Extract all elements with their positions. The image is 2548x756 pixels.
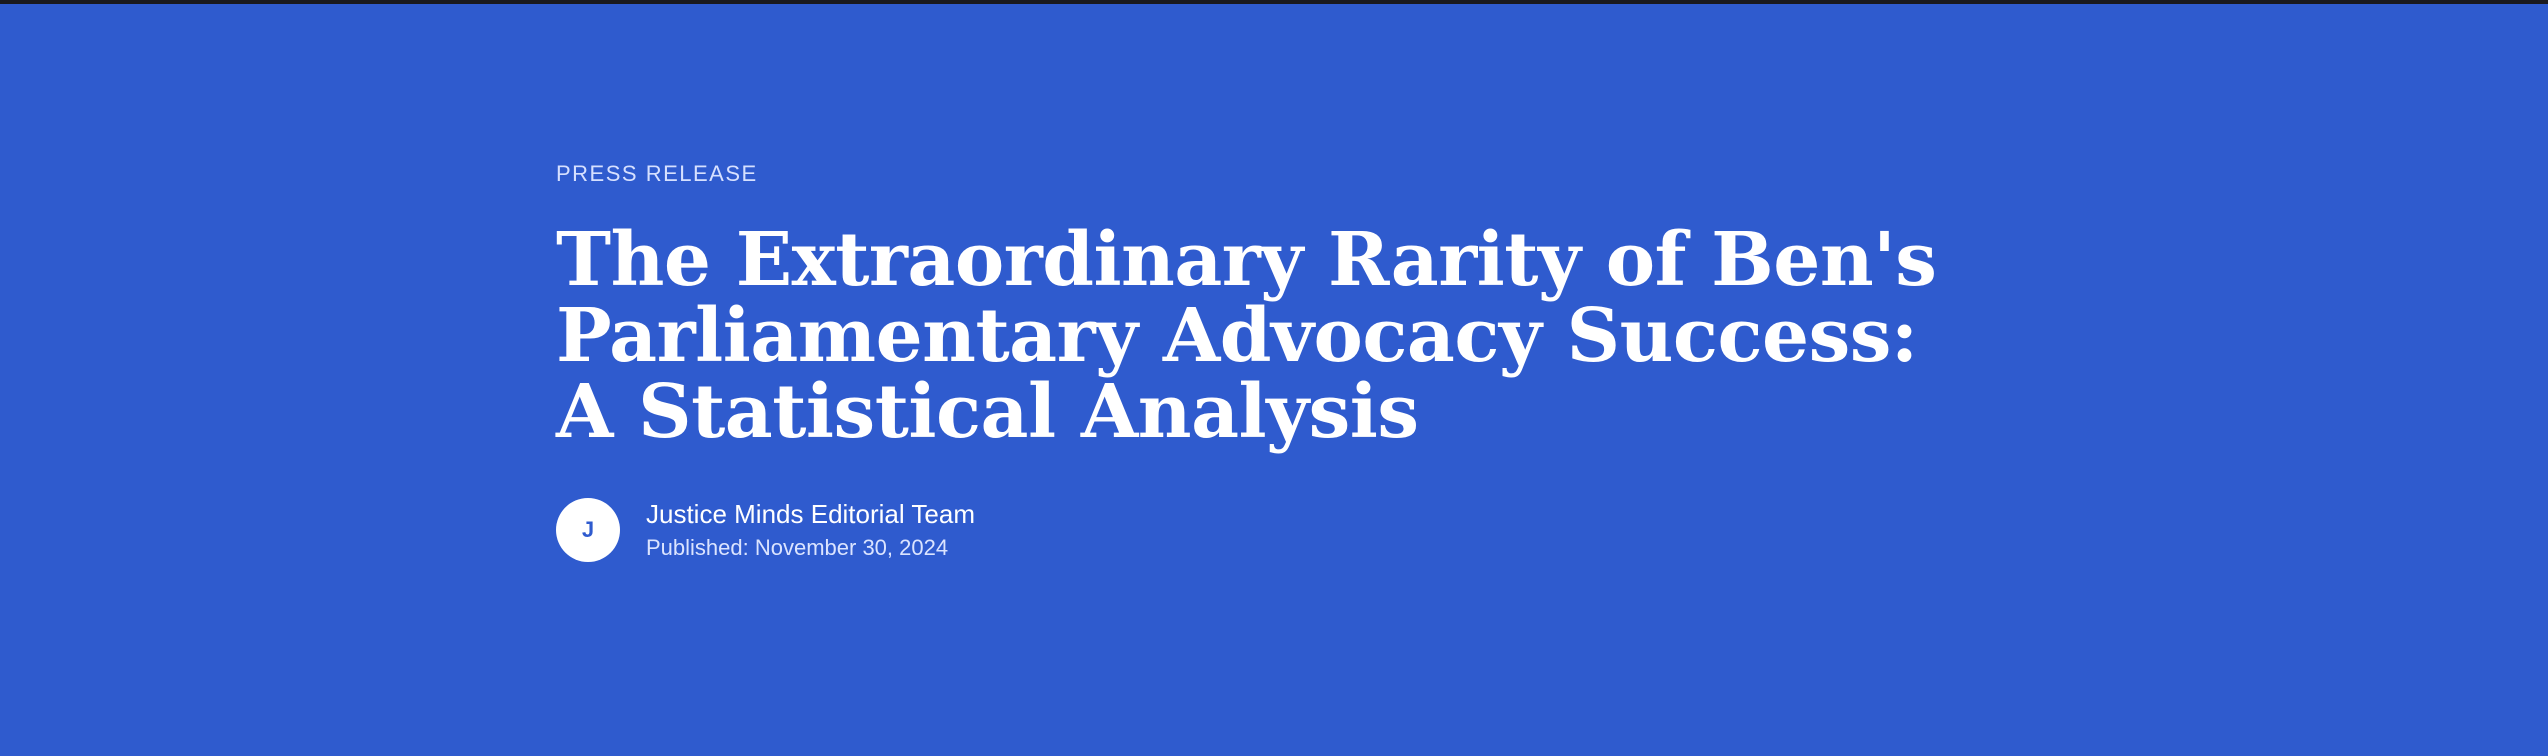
author-avatar: J (556, 498, 620, 562)
byline-meta: Justice Minds Editorial Team Published: … (646, 498, 975, 562)
published-date: Published: November 30, 2024 (646, 535, 949, 560)
author-name: Justice Minds Editorial Team (646, 499, 975, 529)
article-kicker: PRESS RELEASE (556, 161, 758, 186)
article-hero: PRESS RELEASE The Extraordinary Rarity o… (556, 160, 2016, 562)
top-edge-divider (0, 0, 2548, 4)
article-title: The Extraordinary Rarity of Ben's Parlia… (556, 217, 1937, 455)
byline: J Justice Minds Editorial Team Published… (556, 498, 2016, 562)
avatar-initial: J (581, 517, 595, 542)
